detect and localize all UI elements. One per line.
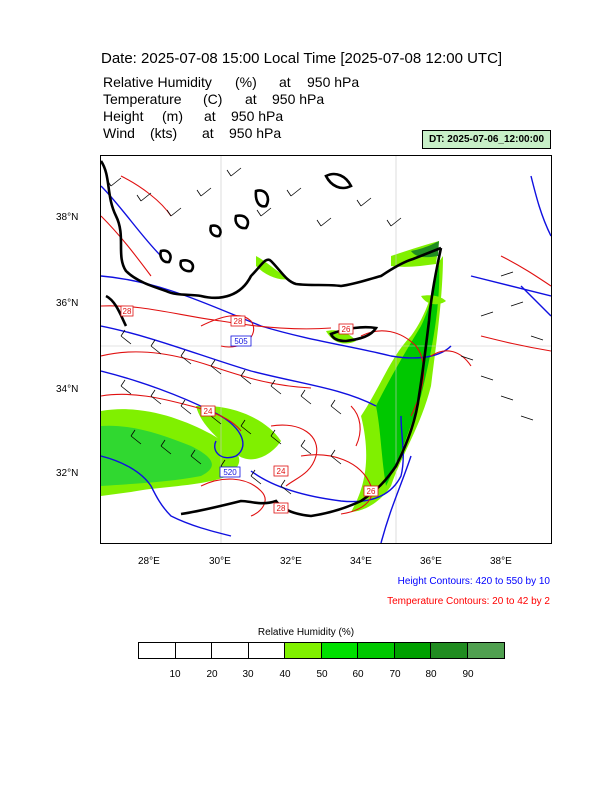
- dt-badge: DT: 2025-07-06_12:00:00: [422, 130, 551, 149]
- colorbar-cell: [358, 643, 395, 658]
- height-label: 505: [230, 335, 252, 347]
- variable-name: Height: [103, 108, 144, 124]
- colorbar-cell: [431, 643, 468, 658]
- temperature-label-text: 28: [234, 317, 243, 326]
- variable-level: 950 hPa: [229, 125, 282, 141]
- colorbar-label: 10: [169, 669, 181, 680]
- height-contour-note: Height Contours: 420 to 550 by 10: [397, 576, 550, 587]
- colorbar-cell: [175, 643, 212, 658]
- temperature-label: 28: [273, 502, 289, 514]
- temperature-label: 26: [338, 323, 354, 335]
- variable-at: at: [279, 74, 291, 90]
- variable-at: at: [245, 91, 257, 107]
- variable-level: 950 hPa: [231, 108, 284, 124]
- variable-temperature: Temperature (C) at 950 hPa: [103, 91, 324, 107]
- contour-labels: 505 520 28 28 26 24: [120, 305, 379, 514]
- colorbar-cell: [248, 643, 285, 658]
- colorbar-cell: [321, 643, 358, 658]
- humidity-shading: [101, 241, 446, 512]
- lon-tick: 32°E: [280, 556, 302, 567]
- variable-unit: (C): [203, 91, 223, 107]
- variable-height: Height (m) at 950 hPa: [103, 108, 283, 124]
- lat-tick: 34°N: [56, 384, 79, 395]
- variable-rh: Relative Humidity (%) at 950 hPa: [103, 74, 359, 90]
- temperature-label-text: 24: [277, 467, 286, 476]
- colorbar-label: 60: [352, 669, 364, 680]
- lon-tick: 36°E: [420, 556, 442, 567]
- temperature-label: 24: [273, 465, 289, 477]
- colorbar-label: 50: [316, 669, 328, 680]
- lat-tick: 36°N: [56, 298, 79, 309]
- variable-at: at: [204, 108, 216, 124]
- temperature-label-text: 28: [123, 307, 132, 316]
- colorbar-label: 70: [389, 669, 401, 680]
- variable-unit: (%): [235, 74, 257, 90]
- variable-name: Relative Humidity: [103, 74, 212, 90]
- colorbar-cell: [139, 643, 176, 658]
- lon-tick: 34°E: [350, 556, 372, 567]
- page-title: Date: 2025-07-08 15:00 Local Time [2025-…: [101, 50, 503, 67]
- variable-unit: (kts): [150, 125, 178, 141]
- height-label: 520: [219, 466, 241, 478]
- temperature-label-text: 24: [204, 407, 213, 416]
- temperature-label: 28: [230, 315, 246, 327]
- temperature-label: 26: [363, 485, 379, 497]
- colorbar-cell: [467, 643, 504, 658]
- colorbar-cell: [285, 643, 322, 658]
- lon-tick: 30°E: [209, 556, 231, 567]
- height-label-text: 505: [234, 337, 248, 346]
- colorbar: [138, 642, 505, 659]
- temperature-contour-note: Temperature Contours: 20 to 42 by 2: [387, 596, 550, 607]
- colorbar-title: Relative Humidity (%): [257, 627, 355, 638]
- colorbar-label: 90: [462, 669, 474, 680]
- variable-name: Wind: [103, 125, 135, 141]
- lon-tick: 28°E: [138, 556, 160, 567]
- temperature-label: 28: [120, 305, 134, 317]
- lon-tick: 38°E: [490, 556, 512, 567]
- lat-tick: 38°N: [56, 212, 79, 223]
- map-canvas: 505 520 28 28 26 24: [101, 156, 551, 543]
- colorbar-label: 20: [206, 669, 218, 680]
- height-label-text: 520: [223, 468, 237, 477]
- temperature-label: 24: [200, 405, 216, 417]
- weather-map[interactable]: 505 520 28 28 26 24: [100, 155, 552, 544]
- height-contours: [101, 175, 551, 543]
- coastlines: [101, 160, 443, 518]
- temperature-label-text: 26: [367, 487, 376, 496]
- variable-wind: Wind (kts) at 950 hPa: [103, 125, 281, 141]
- colorbar-label: 80: [425, 669, 437, 680]
- temperature-label-text: 28: [277, 504, 286, 513]
- temperature-label-text: 26: [342, 325, 351, 334]
- colorbar-cell: [394, 643, 431, 658]
- colorbar-cell: [212, 643, 249, 658]
- colorbar-label: 40: [279, 669, 291, 680]
- variable-unit: (m): [162, 108, 183, 124]
- variable-level: 950 hPa: [307, 74, 360, 90]
- variable-at: at: [202, 125, 214, 141]
- colorbar-label: 30: [242, 669, 254, 680]
- variable-name: Temperature: [103, 91, 182, 107]
- lat-tick: 32°N: [56, 468, 79, 479]
- variable-level: 950 hPa: [272, 91, 325, 107]
